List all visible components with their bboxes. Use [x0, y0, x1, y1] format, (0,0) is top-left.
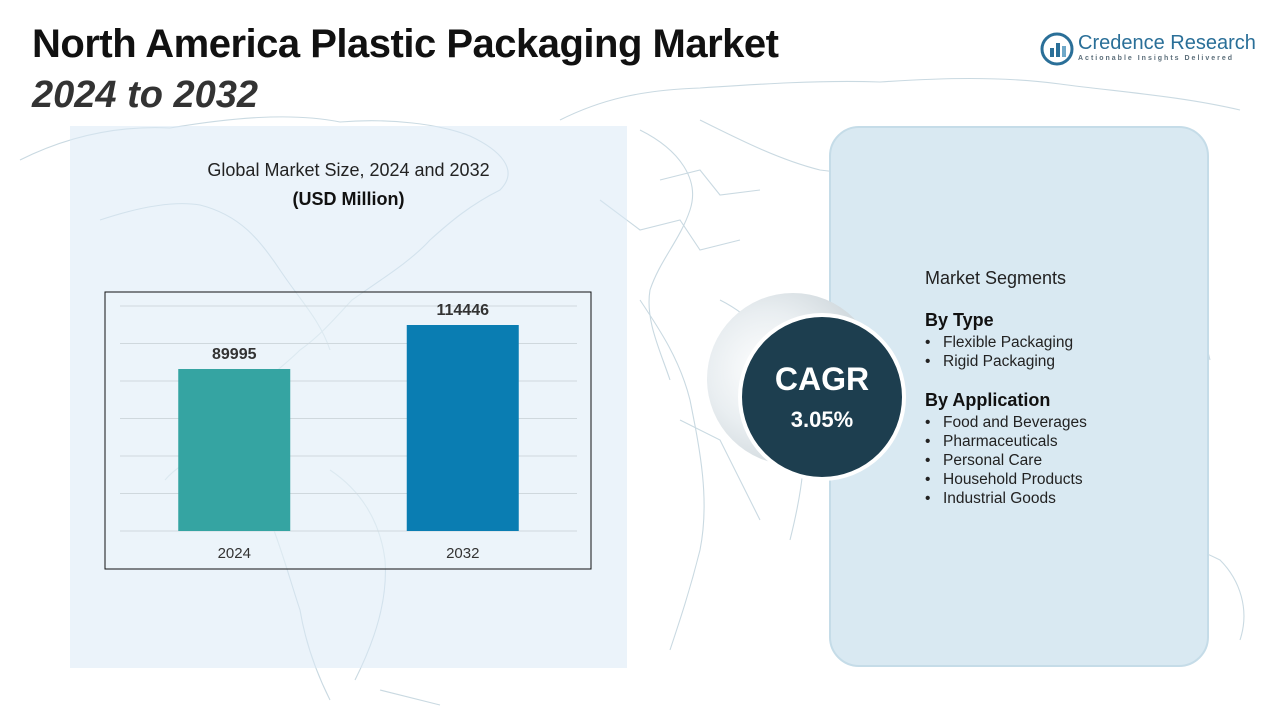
data-label: 89995	[212, 346, 257, 363]
segment-list: Flexible Packaging Rigid Packaging	[925, 333, 1073, 371]
chart-panel	[70, 126, 627, 668]
brand-name-part2: Research	[1170, 32, 1256, 54]
segment-item: Personal Care	[925, 451, 1087, 470]
segment-item: Food and Beverages	[925, 413, 1087, 432]
brand-name-part1: Credence	[1078, 32, 1165, 54]
segment-group-title: By Type	[925, 310, 994, 330]
credence-research-logo: Credence Research Actionable Insights De…	[1040, 30, 1260, 70]
chart-unit: (USD Million)	[292, 189, 405, 209]
bar	[178, 369, 291, 531]
brand-tagline: Actionable Insights Delivered	[1078, 55, 1235, 62]
page-title: North America Plastic Packaging Market	[32, 22, 779, 66]
segment-item: Household Products	[925, 470, 1087, 489]
page-subtitle-years: 2024 to 2032	[32, 74, 259, 116]
segment-list: Food and Beverages Pharmaceuticals Perso…	[925, 413, 1087, 508]
segments-title: Market Segments	[925, 268, 1067, 288]
x-tick-label: 2032	[446, 545, 479, 562]
segment-group-application: By Application Food and Beverages Pharma…	[925, 390, 1087, 508]
brand-name: Credence Research	[1078, 32, 1256, 55]
x-tick-label: 2024	[218, 545, 251, 562]
segment-item: Pharmaceuticals	[925, 432, 1087, 451]
data-label: 114446	[436, 302, 489, 319]
bar	[406, 324, 519, 531]
segment-item: Rigid Packaging	[925, 352, 1073, 371]
segment-group-title: By Application	[925, 390, 1051, 410]
chart-title: Global Market Size, 2024 and 2032	[207, 160, 490, 180]
logo-icon	[1040, 32, 1074, 66]
cagr-label: CAGR	[774, 361, 870, 397]
cagr-badge: CAGR 3.05%	[738, 313, 906, 481]
segment-group-type: By Type Flexible Packaging Rigid Packagi…	[925, 310, 1073, 371]
segment-item: Flexible Packaging	[925, 333, 1073, 352]
segment-item: Industrial Goods	[925, 489, 1087, 508]
cagr-value: 3.05%	[790, 407, 854, 432]
